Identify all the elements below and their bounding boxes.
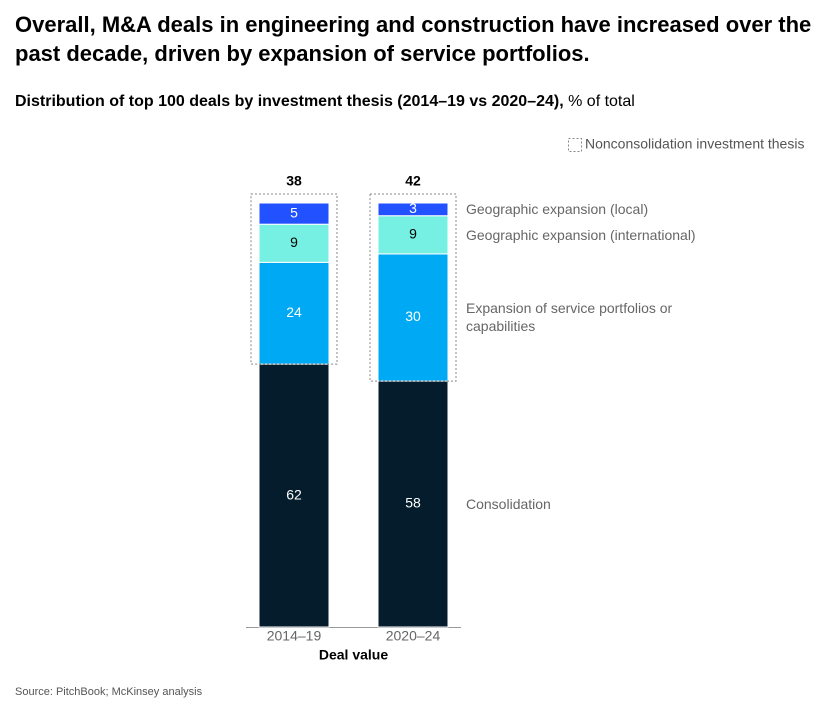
series-label: Geographic expansion (local) xyxy=(466,201,649,218)
value-label: 62 xyxy=(286,486,302,502)
legend-swatch xyxy=(568,138,582,152)
value-label: 9 xyxy=(290,234,298,250)
value-label: 24 xyxy=(286,304,302,320)
value-label: 5 xyxy=(290,204,298,220)
x-tick-label: 2014–19 xyxy=(267,628,322,644)
bar-segment xyxy=(377,253,449,382)
subtitle-main: Distribution of top 100 deals by investm… xyxy=(15,93,564,110)
x-tick-label: 2020–24 xyxy=(386,628,441,644)
total-box xyxy=(369,193,457,382)
bar-segment xyxy=(377,380,449,628)
series-label: Consolidation xyxy=(466,496,551,513)
bar-segment xyxy=(258,363,330,628)
value-label: 30 xyxy=(405,308,421,324)
subtitle-unit: % of total xyxy=(568,93,635,110)
chart-title: Overall, M&A deals in engineering and co… xyxy=(15,12,812,66)
total-label: 42 xyxy=(405,173,421,189)
bar-segment xyxy=(258,202,330,225)
total-label: 38 xyxy=(286,173,302,189)
value-label: 9 xyxy=(409,226,417,242)
value-label: 58 xyxy=(405,495,421,511)
x-axis-title: Deal value xyxy=(319,647,388,663)
chart-subtitle: Distribution of top 100 deals by investm… xyxy=(15,93,635,111)
series-label: Expansion of service portfolios or capab… xyxy=(466,300,673,335)
legend-label: Nonconsolidation investment thesis xyxy=(585,136,804,152)
bar-segment xyxy=(258,261,330,365)
series-label: Geographic expansion (international) xyxy=(466,226,696,243)
bar-segment xyxy=(377,202,449,217)
value-label: 3 xyxy=(409,200,417,216)
source: Source: PitchBook; McKinsey analysis xyxy=(15,686,203,698)
